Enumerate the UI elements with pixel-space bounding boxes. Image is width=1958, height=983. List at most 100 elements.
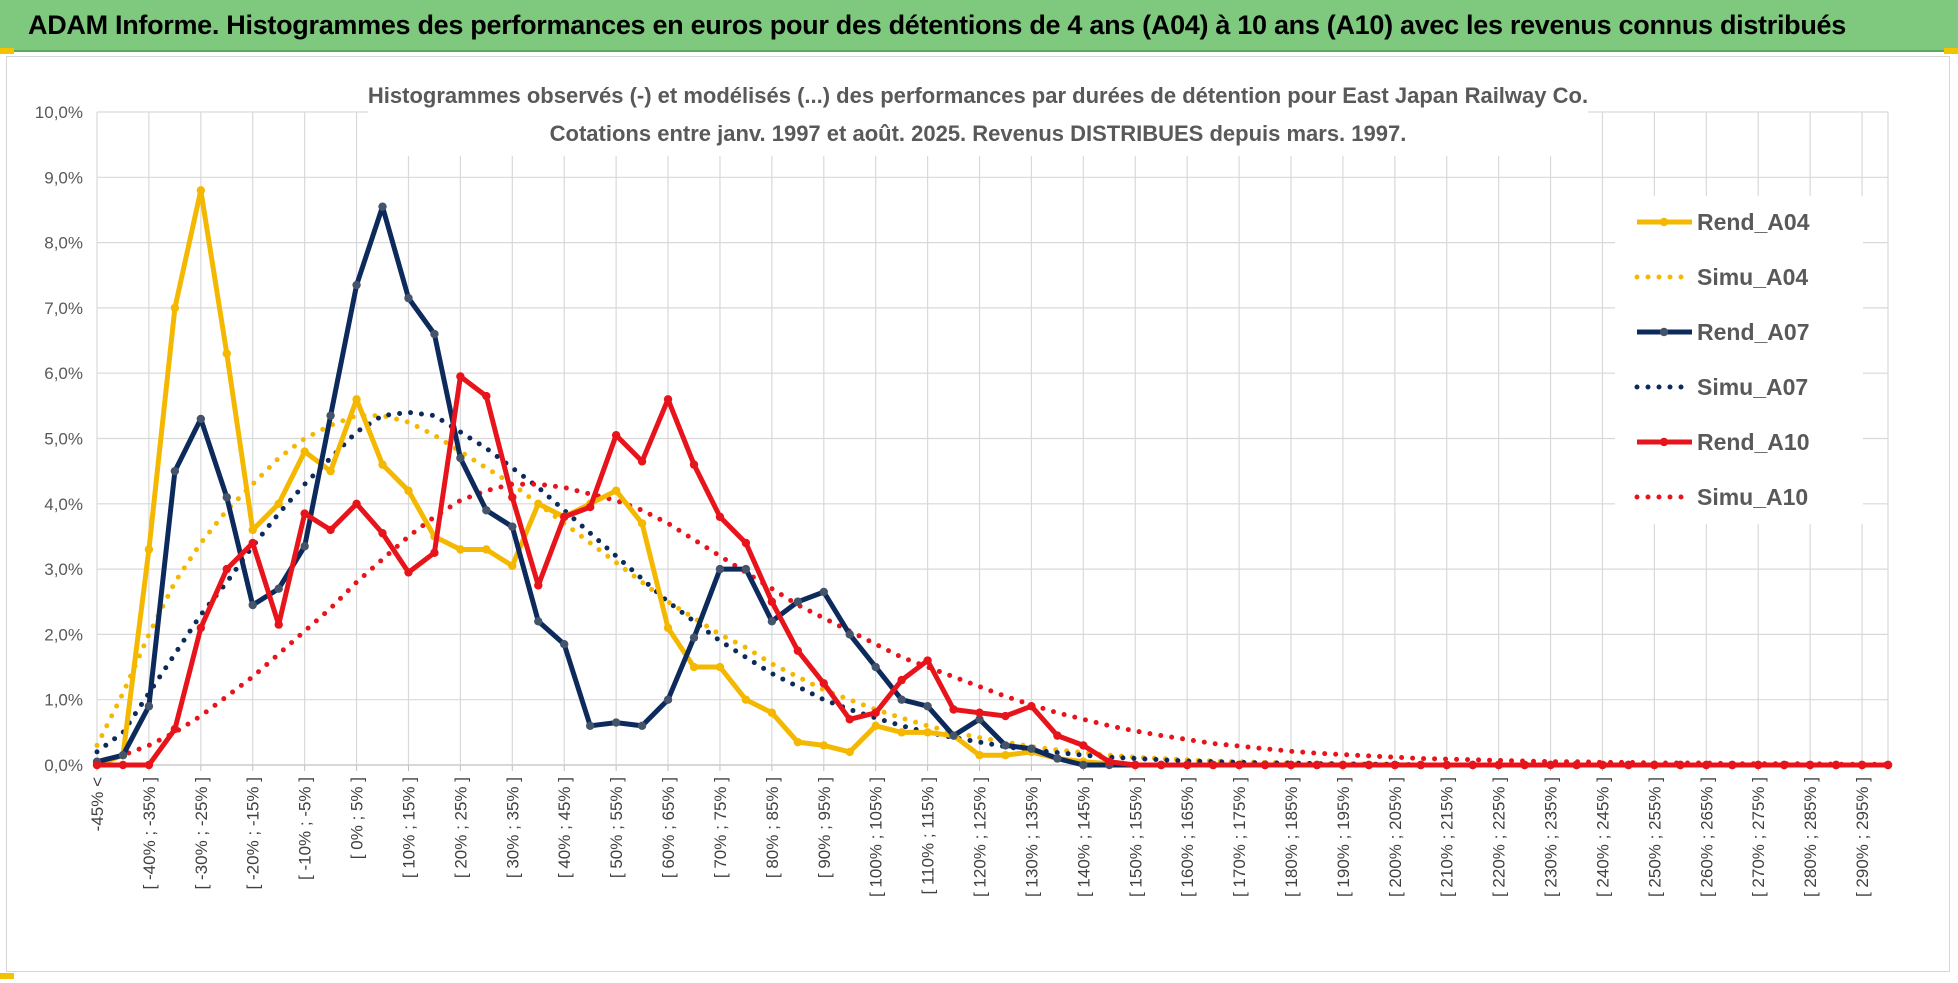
data-point — [248, 525, 257, 535]
data-point — [92, 760, 102, 770]
data-point — [975, 751, 984, 760]
data-point — [482, 391, 491, 401]
series-layer — [92, 186, 1893, 770]
data-point — [1001, 711, 1010, 721]
legend-marker — [1659, 437, 1669, 447]
data-point — [663, 395, 673, 404]
data-point — [1338, 760, 1348, 770]
data-point — [326, 525, 335, 535]
legend-label: Rend_A07 — [1697, 319, 1809, 345]
data-point — [1079, 760, 1088, 770]
y-tick-label: 0,0% — [44, 756, 83, 775]
x-tick-label: [ 100% ; 105% ] — [867, 777, 886, 897]
data-point — [1027, 702, 1036, 711]
data-point — [1572, 760, 1581, 770]
legend-background — [1615, 196, 1863, 524]
x-tick-label: [ 180% ; 185% ] — [1282, 777, 1301, 897]
data-point — [248, 600, 257, 610]
data-point — [1442, 760, 1451, 770]
x-tick-label: [ 70% ; 75% ] — [711, 777, 730, 878]
data-point — [949, 731, 958, 740]
y-tick-label: 3,0% — [44, 560, 83, 579]
data-point — [300, 542, 309, 551]
data-point — [508, 522, 517, 531]
data-point — [897, 695, 906, 704]
data-point — [482, 506, 491, 515]
data-point — [871, 721, 880, 731]
legend-label: Rend_A10 — [1697, 429, 1809, 455]
data-point — [1312, 760, 1322, 770]
data-point — [534, 499, 543, 508]
data-point — [222, 349, 231, 358]
x-tick-label: [ 280% ; 285% ] — [1801, 777, 1820, 897]
data-point — [897, 675, 906, 685]
data-point — [144, 760, 154, 770]
data-point — [1208, 760, 1218, 770]
data-point — [767, 617, 777, 626]
chart-title: Histogrammes observés (-) et modélisés (… — [368, 83, 1588, 108]
x-tick-label: [ 60% ; 65% ] — [659, 777, 678, 878]
data-point — [378, 202, 387, 211]
x-tick-label: [ 190% ; 195% ] — [1334, 777, 1353, 897]
data-point — [741, 538, 751, 548]
data-point — [430, 329, 439, 339]
data-point — [430, 548, 439, 557]
data-point — [1831, 760, 1841, 770]
data-point — [1676, 760, 1685, 770]
title-background — [368, 74, 1588, 156]
data-point — [585, 721, 595, 731]
data-point — [611, 718, 621, 727]
series-Simu_A07 — [94, 409, 1891, 768]
data-point — [1131, 760, 1140, 770]
data-point — [975, 708, 984, 717]
data-point — [560, 639, 569, 649]
x-tick-label: -45% < — [88, 777, 107, 831]
x-tick-label: [ 80% ; 85% ] — [763, 777, 782, 878]
data-point — [637, 519, 647, 528]
data-point — [663, 695, 673, 704]
data-point — [1416, 760, 1425, 770]
x-tick-label: [ 120% ; 125% ] — [971, 777, 990, 897]
y-tick-label: 7,0% — [44, 299, 83, 318]
data-point — [534, 617, 543, 626]
x-tick-label: [ 40% ; 45% ] — [555, 777, 574, 878]
data-point — [871, 708, 880, 717]
x-tick-label: [ 110% ; 115% ] — [919, 777, 938, 895]
legend: Rend_A04 Simu_A04 Rend_A07 Simu_A07 Rend_A10… — [1615, 196, 1863, 524]
x-tick-label: [ -30% ; -25% ] — [192, 777, 211, 889]
series-line — [94, 413, 1891, 768]
data-point — [170, 466, 180, 476]
data-point — [585, 502, 595, 512]
x-tick-label: [ 10% ; 15% ] — [399, 777, 418, 878]
data-point — [741, 564, 751, 574]
x-tick-label: [ 210% ; 215% ] — [1438, 777, 1457, 897]
data-point — [1105, 757, 1114, 766]
data-point — [793, 597, 803, 606]
data-point — [248, 538, 257, 548]
data-point — [923, 728, 932, 737]
y-tick-label: 8,0% — [44, 234, 83, 253]
data-point — [378, 460, 387, 469]
y-tick-label: 6,0% — [44, 364, 83, 383]
y-axis-ticks: 0,0% 1,0% 2,0% 3,0% 4,0% 5,0% 6,0% 7,0% 8,0% 9,0%… — [35, 103, 83, 775]
data-point — [1546, 760, 1555, 770]
data-point — [482, 545, 491, 554]
corner-mark-left — [0, 48, 14, 54]
data-point — [845, 630, 854, 639]
series-Simu_A10 — [94, 481, 1891, 767]
data-point — [144, 545, 154, 554]
x-tick-label: [ 20% ; 25% ] — [451, 777, 470, 878]
data-point — [222, 493, 231, 502]
x-tick-label: [ 130% ; 135% ] — [1022, 777, 1041, 897]
x-tick-label: [ 290% ; 295% ] — [1853, 777, 1872, 897]
x-tick-label: [ 140% ; 145% ] — [1074, 777, 1093, 897]
data-point — [274, 499, 283, 508]
data-point — [663, 623, 673, 633]
data-point — [637, 457, 647, 466]
series-Rend_A10 — [92, 372, 1893, 770]
legend-label: Rend_A04 — [1697, 209, 1810, 235]
data-point — [326, 411, 335, 420]
data-point — [196, 414, 206, 424]
x-tick-label: [ 170% ; 175% ] — [1230, 777, 1249, 897]
